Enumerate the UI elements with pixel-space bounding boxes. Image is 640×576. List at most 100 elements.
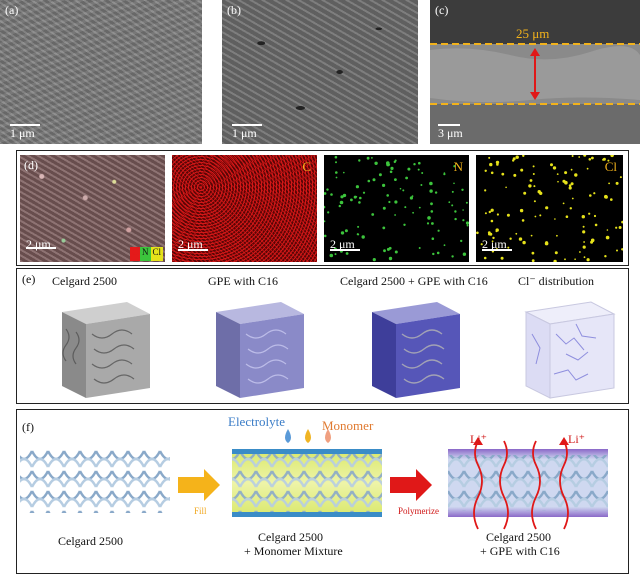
- element-dot: [594, 223, 598, 227]
- element-dot: [571, 155, 574, 157]
- element-dot: [583, 155, 587, 157]
- caption-gpe-2: + GPE with C16: [480, 544, 560, 558]
- element-dot: [403, 223, 406, 226]
- element-dot: [334, 253, 337, 256]
- element-dot: [324, 220, 326, 223]
- element-dot: [488, 156, 491, 159]
- element-dot: [454, 217, 457, 221]
- cube-cl-distribution: [524, 301, 616, 399]
- element-dot: [429, 189, 433, 193]
- element-dot: [338, 204, 341, 208]
- element-dot: [570, 182, 574, 186]
- element-dot: [506, 213, 510, 217]
- electrolyte-drop-icon: [285, 429, 291, 443]
- element-dot: [556, 234, 558, 237]
- element-dot: [359, 196, 362, 200]
- element-dot: [324, 234, 327, 238]
- element-dot: [394, 178, 397, 181]
- element-dot: [615, 181, 619, 185]
- cube-title-2: GPE with C16: [208, 274, 279, 288]
- element-dot: [335, 161, 337, 164]
- element-dot: [335, 176, 338, 179]
- element-dot: [520, 168, 524, 172]
- element-legend: C N Cl: [130, 247, 164, 261]
- cube-title-4: Cl⁻ distribution: [518, 274, 595, 288]
- element-dot: [448, 201, 451, 204]
- element-dot: [461, 188, 464, 191]
- element-dot: [358, 201, 361, 204]
- li-ion-paths: [473, 440, 569, 530]
- element-dot: [362, 191, 366, 194]
- panel-label-a: (a): [5, 3, 19, 17]
- element-dot: [562, 179, 566, 183]
- element-dot: [537, 190, 541, 194]
- element-dot: [569, 207, 572, 210]
- eds-map-nitrogen: N 2 μm: [324, 155, 469, 262]
- panel-e-frame: [16, 268, 629, 404]
- element-dot: [372, 178, 376, 182]
- element-dot: [340, 195, 344, 199]
- element-dot: [579, 251, 581, 253]
- element-dot: [434, 191, 438, 194]
- element-dot: [586, 167, 589, 170]
- element-dot: [466, 224, 469, 227]
- element-dot: [619, 176, 622, 179]
- element-dot: [552, 166, 557, 170]
- element-dot: [388, 256, 393, 261]
- element-dot: [382, 183, 386, 187]
- element-dot: [496, 213, 499, 216]
- element-dot: [418, 247, 421, 249]
- element-dot: [532, 165, 535, 168]
- element-dot: [371, 213, 375, 216]
- fabrication-schematic: [20, 429, 608, 530]
- element-dot: [610, 198, 613, 201]
- element-dot: [483, 256, 487, 260]
- element-dot: [490, 219, 494, 223]
- element-label-cl: Cl: [604, 159, 617, 174]
- panel-label-e: (e): [22, 272, 36, 286]
- scale-text-d2: 2 μm: [330, 237, 355, 251]
- polymerize-label: Polymerize: [398, 506, 439, 516]
- element-dot: [443, 173, 446, 176]
- element-dot: [513, 173, 517, 177]
- element-dot: [521, 219, 525, 222]
- fill-label: Fill: [194, 506, 207, 516]
- nitrogen-dots: [324, 155, 469, 262]
- element-dot: [515, 155, 519, 159]
- element-dot: [453, 182, 455, 185]
- element-dot: [393, 160, 396, 164]
- element-label-c: C: [302, 159, 311, 174]
- element-dot: [327, 211, 330, 214]
- element-dot: [394, 200, 398, 204]
- element-dot: [533, 200, 536, 203]
- element-dot: [411, 195, 414, 197]
- element-dot: [539, 214, 542, 217]
- element-dot: [430, 202, 433, 206]
- caption-mixture-2: + Monomer Mixture: [244, 544, 343, 558]
- element-dot: [386, 161, 390, 165]
- element-dot: [329, 253, 334, 258]
- element-dot: [345, 252, 349, 255]
- element-dot: [339, 200, 344, 205]
- element-dot: [430, 210, 434, 213]
- element-dot: [394, 250, 398, 254]
- element-dot: [462, 252, 467, 256]
- element-dot: [429, 181, 433, 186]
- element-dot: [554, 218, 556, 220]
- element-dot: [335, 171, 338, 174]
- element-dot: [383, 249, 386, 253]
- element-dot: [618, 226, 622, 229]
- element-dot: [367, 179, 371, 183]
- fill-arrow: [178, 469, 220, 501]
- element-dot: [399, 187, 402, 190]
- sem-image-a: (a) 1 μm: [0, 0, 202, 144]
- panel-label-f: (f): [22, 420, 34, 434]
- element-dot: [488, 210, 491, 214]
- element-dot: [431, 237, 435, 240]
- element-dot: [501, 172, 505, 176]
- element-dot: [602, 157, 606, 161]
- element-dot: [427, 216, 431, 220]
- element-dot: [495, 230, 498, 233]
- element-dot: [326, 188, 329, 191]
- element-dot: [605, 235, 610, 240]
